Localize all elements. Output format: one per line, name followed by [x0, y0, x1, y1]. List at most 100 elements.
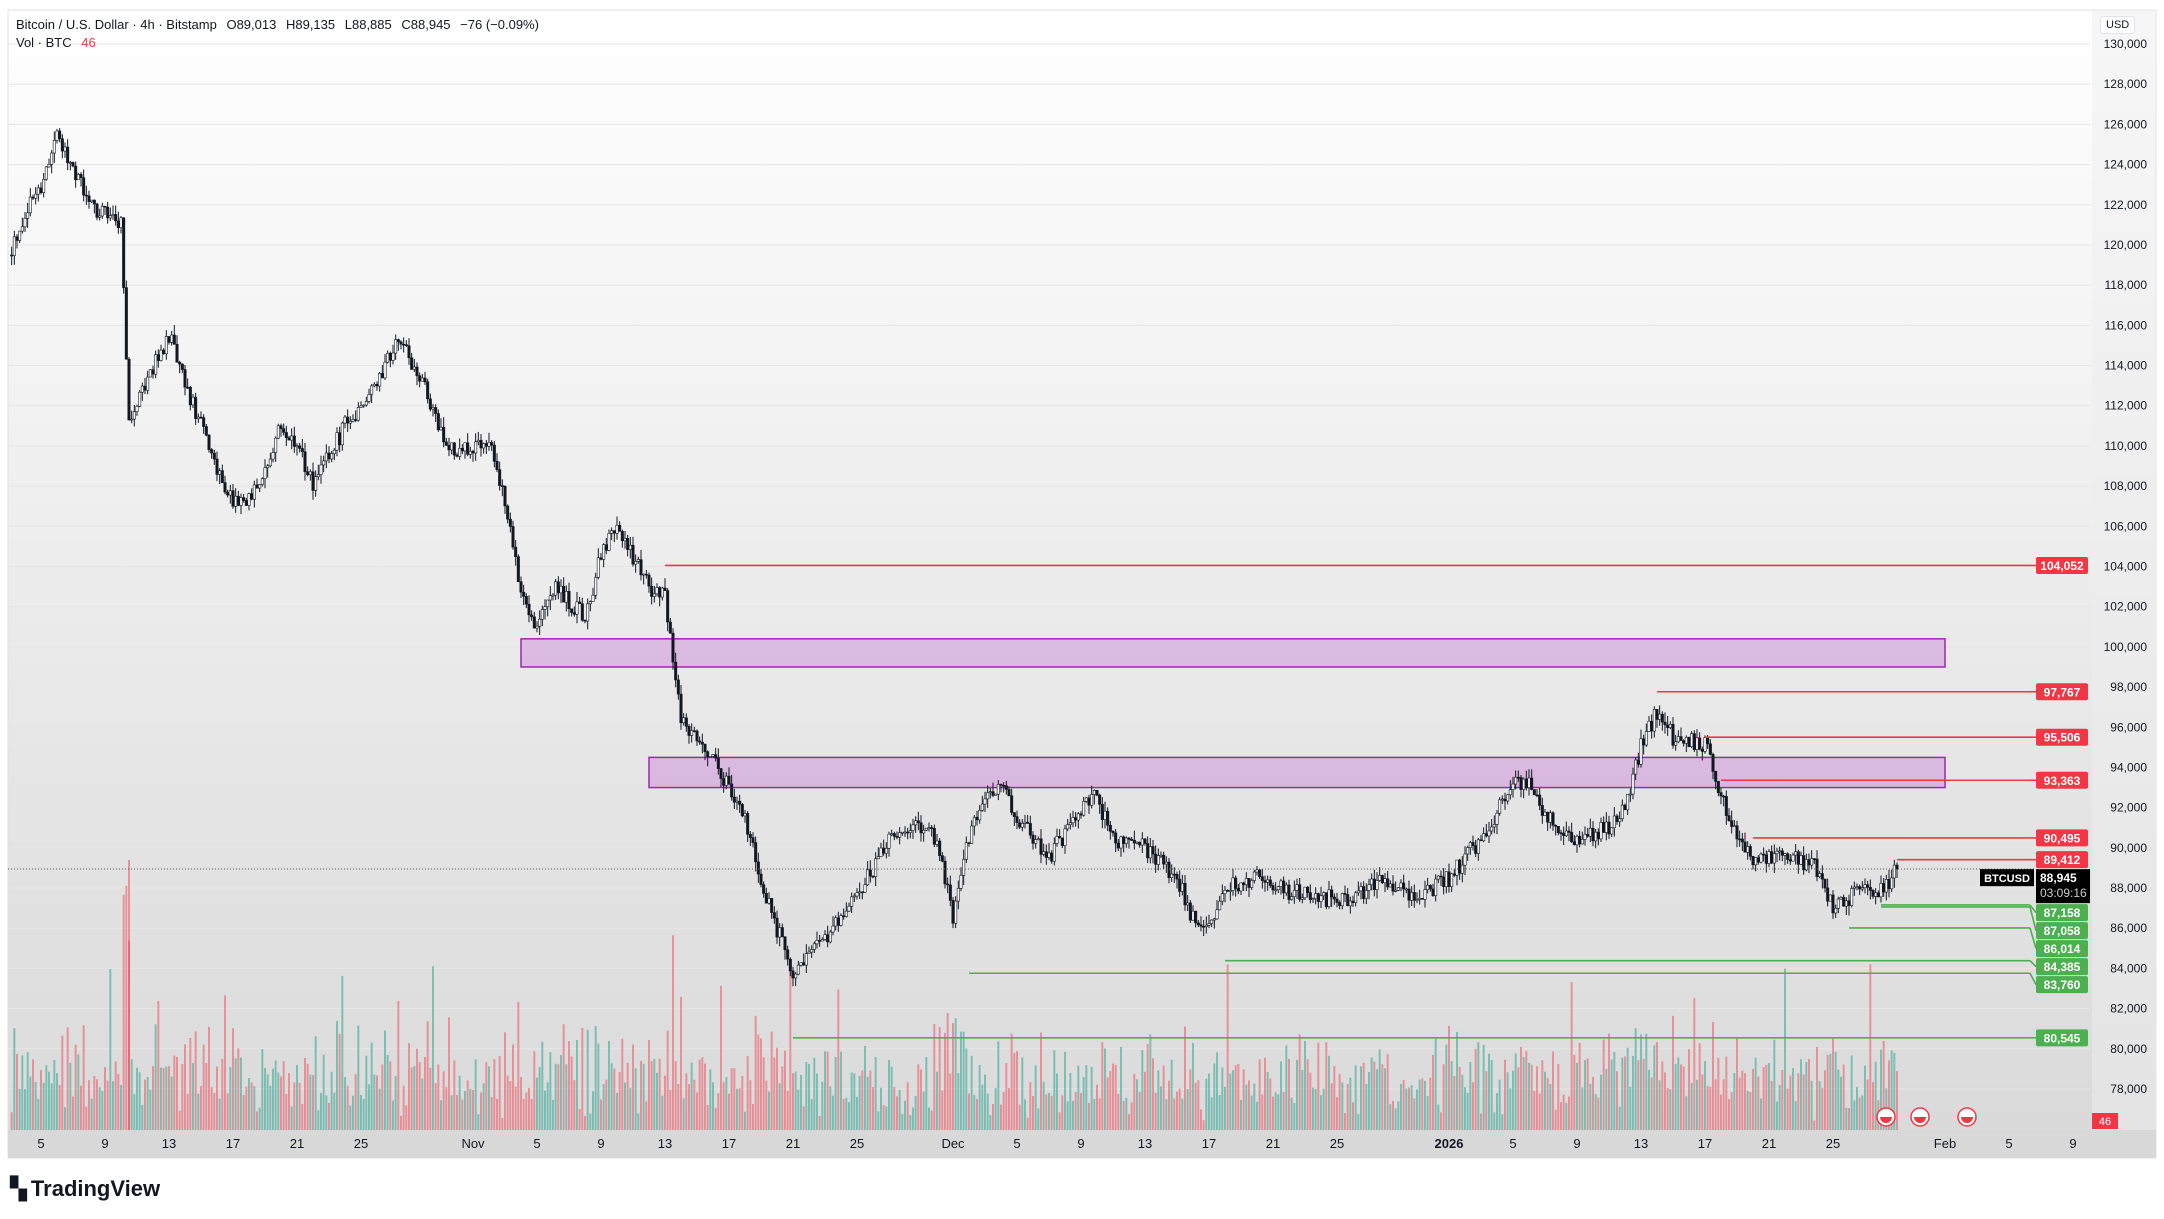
candle: [55, 130, 59, 141]
volume-bar: [989, 1115, 992, 1130]
symbol-description[interactable]: Bitcoin / U.S. Dollar · 4h · Bitstamp: [16, 17, 217, 32]
volume-bar: [1018, 1104, 1021, 1130]
time-axis[interactable]: 5 9 13 17 21 25 Nov 5 9 13 17 21 25 Dec 5 9 13 17 21 25 2026…: [0, 1134, 2164, 1156]
candle: [1130, 839, 1134, 841]
candle: [1791, 854, 1795, 862]
candle: [202, 417, 206, 427]
volume-bar: [330, 1071, 333, 1130]
price-tick: 96,000: [2110, 720, 2147, 734]
volume-bar: [192, 1063, 194, 1130]
candle: [943, 860, 947, 885]
volume-bar: [1826, 1054, 1829, 1130]
time-tick: 21: [785, 1136, 801, 1151]
price-tick: 130,000: [2104, 37, 2148, 51]
candle: [794, 973, 798, 979]
candle: [1799, 855, 1803, 865]
volume-bar: [189, 1038, 192, 1130]
volume-bar: [597, 1043, 600, 1130]
candle: [1740, 838, 1744, 843]
candle: [1300, 897, 1304, 900]
candle: [607, 533, 611, 551]
currency-button[interactable]: USD: [2100, 16, 2136, 34]
volume-bar: [325, 1095, 328, 1130]
candle: [1244, 878, 1248, 886]
volume-bar: [245, 1086, 248, 1130]
volume-bar: [298, 1082, 301, 1130]
candle: [180, 363, 184, 370]
candle: [114, 214, 118, 222]
price-axis-panel[interactable]: [2092, 10, 2156, 1130]
candle: [482, 443, 486, 449]
volume-bar: [1749, 1092, 1752, 1130]
candle: [1442, 876, 1446, 887]
candle: [1807, 859, 1811, 866]
volume-bar: [1125, 1097, 1128, 1130]
volume-bar: [1442, 1064, 1445, 1130]
candle: [663, 587, 667, 591]
volume-bar: [162, 1068, 165, 1130]
volume-bar: [157, 1001, 160, 1130]
candle: [394, 339, 398, 354]
candle: [1092, 789, 1096, 795]
candle: [1138, 841, 1142, 846]
volume-bar: [986, 1093, 989, 1130]
volume-bar: [1528, 1062, 1530, 1130]
volume-label[interactable]: Vol · BTC: [16, 35, 72, 50]
candle: [455, 454, 459, 457]
tradingview-logo[interactable]: ▚ TradingView: [10, 1176, 160, 1202]
volume-bar: [208, 1026, 210, 1130]
volume-bar: [429, 1067, 432, 1130]
volume-bar: [1082, 1076, 1085, 1130]
volume-bar: [1253, 1083, 1256, 1130]
volume-bar: [442, 1071, 445, 1130]
volume-bar: [1272, 1096, 1274, 1130]
candle: [1146, 843, 1150, 859]
volume-bar: [1008, 1088, 1010, 1130]
event-markers[interactable]: [1876, 1107, 1977, 1127]
price-tick: 92,000: [2110, 801, 2147, 815]
volume-bar: [1714, 1079, 1717, 1130]
volume-bar: [770, 1031, 773, 1130]
volume-bar: [1781, 1069, 1784, 1130]
volume-bar: [1882, 1040, 1885, 1130]
candle: [162, 349, 166, 355]
volume-bar: [941, 1090, 944, 1130]
candle: [1842, 897, 1846, 907]
candle: [1396, 887, 1400, 891]
volume-bar: [762, 1057, 765, 1130]
volume-bar: [832, 1095, 834, 1130]
candle: [799, 962, 803, 966]
volume-bar: [834, 1056, 837, 1130]
time-axis-panel[interactable]: [8, 1130, 2156, 1158]
candle: [695, 730, 699, 742]
volume-bar: [1432, 1054, 1434, 1130]
volume-bar: [1746, 1090, 1749, 1130]
candle: [1748, 846, 1752, 857]
time-tick: 17: [1697, 1136, 1713, 1151]
candle: [762, 884, 766, 894]
candle: [300, 448, 304, 453]
candle: [554, 581, 558, 596]
candle: [596, 557, 600, 578]
volume-bar: [1698, 1043, 1701, 1130]
candle: [447, 444, 451, 451]
candle: [732, 796, 736, 803]
candle: [1436, 875, 1440, 880]
candle: [922, 829, 926, 834]
current-price-bg: [2036, 869, 2090, 904]
candle: [1127, 837, 1131, 840]
volume-bar: [456, 1095, 458, 1130]
volume-bar: [1821, 1087, 1824, 1130]
volume-bar: [1032, 1095, 1034, 1130]
volume-bar: [688, 1084, 690, 1130]
volume-bar: [144, 1079, 146, 1130]
volume-bar: [42, 1082, 45, 1130]
candle: [1050, 852, 1054, 862]
candle: [378, 373, 382, 387]
candle: [60, 138, 64, 152]
volume-bar: [288, 1073, 290, 1130]
candle: [170, 334, 174, 343]
candle: [644, 573, 648, 576]
candle: [1202, 926, 1206, 928]
